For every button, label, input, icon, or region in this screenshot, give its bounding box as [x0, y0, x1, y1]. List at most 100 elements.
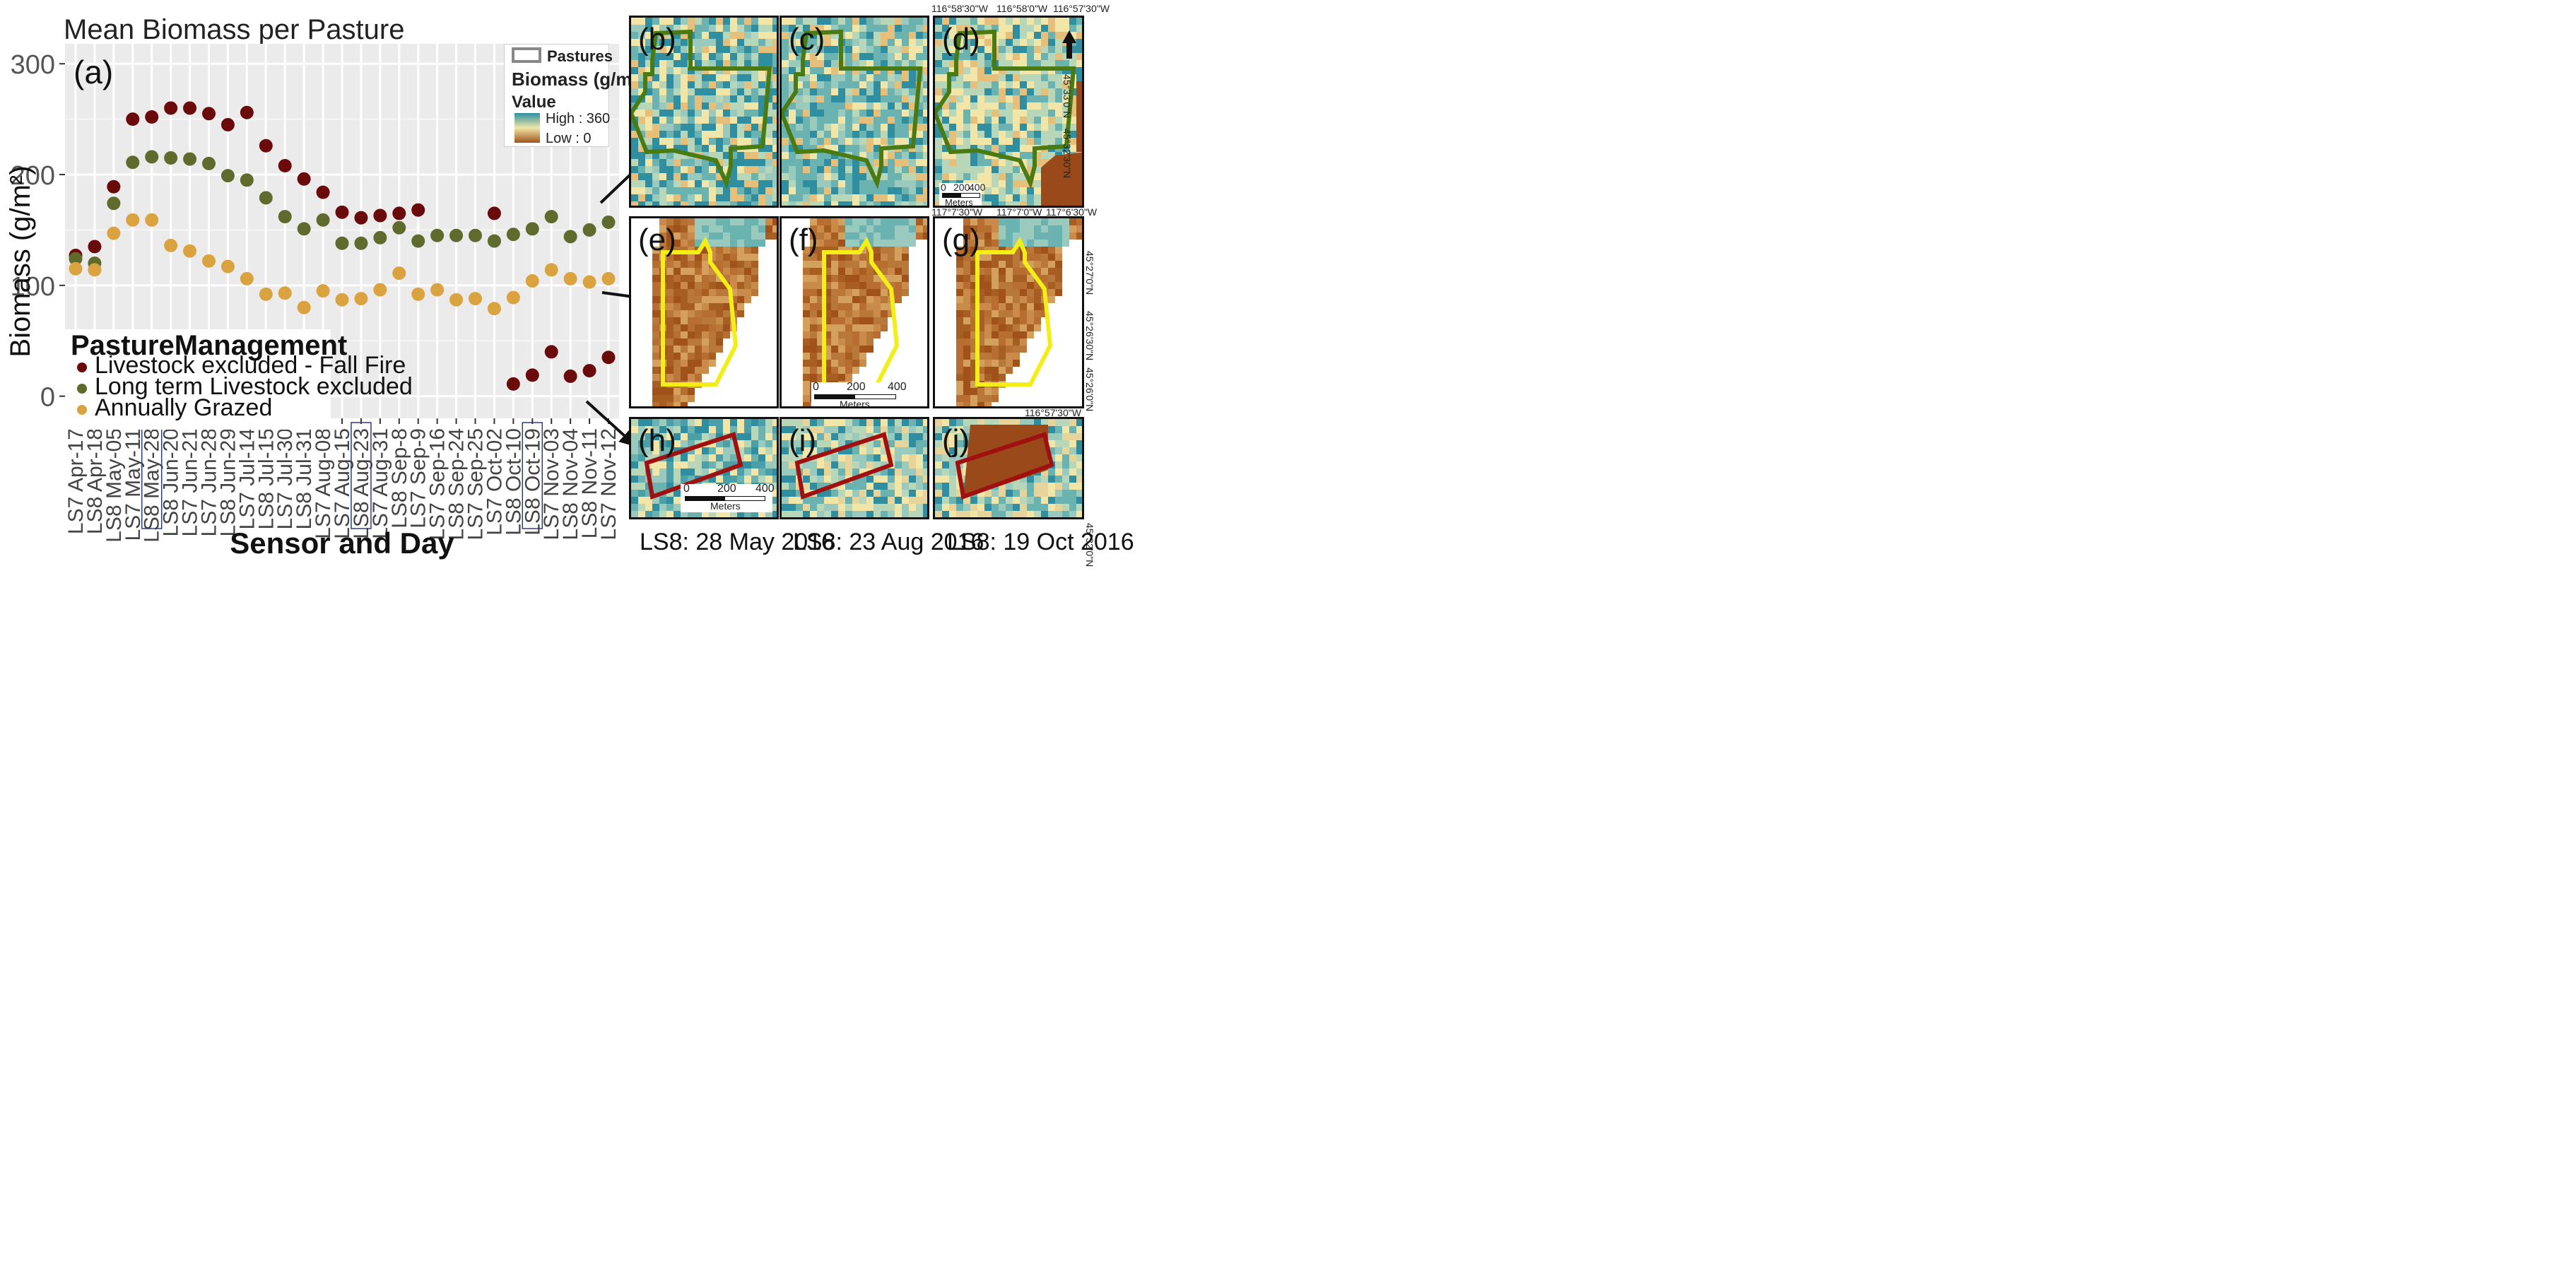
- raster-cell: [789, 454, 796, 461]
- raster-cell: [1069, 46, 1076, 53]
- raster-cell: [992, 131, 999, 138]
- raster-cell: [674, 331, 681, 338]
- raster-cell: [999, 95, 1006, 102]
- raster-cell: [1020, 201, 1027, 206]
- raster-cell: [1041, 338, 1048, 346]
- raster-cell: [984, 310, 992, 317]
- raster-cell: [803, 46, 810, 53]
- raster-cell: [1062, 81, 1069, 88]
- raster-cell: [1048, 303, 1055, 310]
- raster-cell: [949, 483, 956, 490]
- raster-cell: [652, 74, 659, 81]
- raster-cell: [645, 511, 652, 517]
- raster-cell: [977, 275, 984, 282]
- raster-cell: [631, 74, 638, 81]
- raster-cell: [1006, 296, 1013, 303]
- raster-cell: [888, 39, 895, 46]
- raster-cell: [681, 81, 688, 88]
- raster-cell: [1048, 440, 1055, 447]
- raster-cell: [631, 60, 638, 67]
- raster-cell: [845, 331, 852, 338]
- raster-cell: [909, 282, 916, 289]
- data-point: [126, 213, 140, 227]
- raster-cell: [935, 282, 942, 289]
- raster-cell: [737, 18, 744, 25]
- raster-cell: [817, 218, 824, 225]
- raster-cell: [716, 102, 723, 110]
- raster-cell: [902, 461, 909, 468]
- data-point: [202, 254, 216, 268]
- raster-cell: [1062, 296, 1069, 303]
- raster-cell: [681, 194, 688, 201]
- raster-cell: [638, 511, 645, 517]
- raster-cell: [638, 282, 645, 289]
- raster-cell: [638, 166, 645, 173]
- raster-cell: [659, 476, 666, 483]
- raster-cell: [631, 454, 638, 461]
- raster-cell: [1069, 110, 1076, 117]
- raster-cell: [831, 374, 838, 381]
- raster-cell: [984, 152, 992, 159]
- raster-cell: [716, 346, 723, 353]
- raster-cell: [659, 504, 666, 511]
- raster-cell: [751, 426, 758, 433]
- raster-cell: [956, 240, 963, 247]
- raster-cell: [765, 261, 772, 268]
- raster-cell: [723, 317, 730, 324]
- raster-cell: [782, 440, 789, 447]
- raster-cell: [824, 32, 831, 39]
- raster-cell: [810, 218, 817, 225]
- raster-cell: [1006, 159, 1013, 166]
- raster-cell: [1006, 166, 1013, 173]
- raster-cell: [1020, 53, 1027, 60]
- raster-cell: [666, 201, 674, 206]
- raster-cell: [645, 504, 652, 511]
- data-point: [354, 292, 368, 306]
- raster-cell: [789, 232, 796, 240]
- raster-cell: [631, 145, 638, 152]
- raster-cell: [1006, 402, 1013, 406]
- raster-cell: [859, 268, 866, 275]
- raster-cell: [859, 317, 866, 324]
- raster-cell: [645, 388, 652, 395]
- raster-cell: [666, 275, 674, 282]
- raster-cell: [688, 261, 695, 268]
- raster-cell: [638, 187, 645, 194]
- raster-cell: [758, 173, 765, 180]
- data-point: [601, 215, 616, 229]
- raster-cell: [782, 483, 789, 490]
- raster-cell: [638, 360, 645, 367]
- raster-cell: [631, 402, 638, 406]
- panel-label-e: (e): [638, 223, 676, 257]
- raster-cell: [709, 303, 716, 310]
- raster-cell: [1020, 490, 1027, 497]
- raster-cell: [984, 240, 992, 247]
- raster-cell: [1041, 95, 1048, 102]
- raster-cell: [659, 67, 666, 74]
- raster-cell: [681, 440, 688, 447]
- raster-cell: [984, 518, 992, 519]
- panel-label-c: (c): [789, 22, 825, 57]
- raster-cell: [796, 67, 803, 74]
- raster-cell: [1013, 296, 1020, 303]
- pastures-swatch: [512, 47, 541, 63]
- raster-cell: [817, 39, 824, 46]
- data-point: [525, 274, 539, 288]
- raster-cell: [702, 367, 709, 374]
- raster-cell: [817, 261, 824, 268]
- raster-cell: [659, 124, 666, 131]
- raster-cell: [935, 324, 942, 331]
- raster-cell: [723, 110, 730, 117]
- raster-cell: [716, 289, 723, 296]
- raster-cell: [999, 60, 1006, 67]
- raster-cell: [817, 60, 824, 67]
- raster-cell: [888, 173, 895, 180]
- raster-cell: [942, 145, 949, 152]
- raster-cell: [1020, 187, 1027, 194]
- raster-cell: [831, 81, 838, 88]
- raster-cell: [737, 303, 744, 310]
- raster-cell: [751, 39, 758, 46]
- raster-cell: [824, 95, 831, 102]
- raster-cell: [796, 367, 803, 374]
- raster-cell: [1083, 518, 1084, 519]
